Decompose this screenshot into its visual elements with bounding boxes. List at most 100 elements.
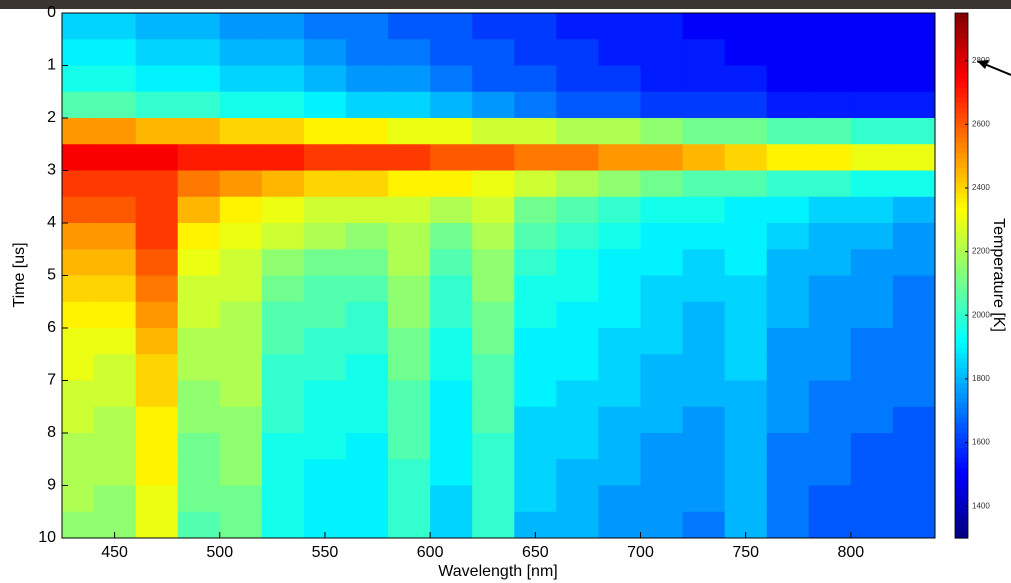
heatmap-cell	[135, 196, 179, 224]
heatmap-cell	[388, 144, 431, 171]
heatmap-cell	[892, 91, 935, 119]
heatmap-cell	[850, 91, 894, 119]
heatmap-cell	[261, 275, 305, 303]
colorbar-step	[955, 338, 968, 344]
colorbar: 1400 1600 1800 2000 2200 2400 2600 2800	[954, 12, 990, 539]
heatmap-cell	[556, 485, 599, 513]
heatmap-cell	[682, 328, 726, 355]
colorbar-step	[955, 328, 968, 334]
colorbar-step	[955, 293, 968, 299]
colorbar-step	[955, 13, 968, 19]
heatmap-cell	[766, 380, 810, 408]
y-tick-label: 10	[38, 529, 56, 546]
heatmap-cell	[388, 13, 431, 40]
colorbar-step	[955, 458, 968, 464]
heatmap-cell	[640, 91, 684, 119]
heatmap-cell	[682, 170, 726, 198]
heatmap-cell	[850, 485, 894, 513]
heatmap-cell	[724, 170, 768, 198]
heatmap-cell	[472, 170, 515, 198]
heatmap-cell	[514, 144, 557, 171]
heatmap-cell	[892, 249, 935, 276]
heatmap-cell	[93, 65, 137, 93]
heatmap-cell	[345, 223, 389, 250]
heatmap-cell	[808, 354, 852, 381]
colorbar-tick-label: 2200	[972, 247, 990, 256]
heatmap-cell	[430, 39, 473, 66]
colorbar-step	[955, 273, 968, 279]
heatmap-cell	[808, 433, 852, 460]
colorbar-tick-label: 1600	[972, 438, 990, 447]
colorbar-step	[955, 348, 968, 354]
heatmap-cell	[556, 433, 599, 460]
heatmap-cell	[766, 459, 810, 486]
heatmap-cell	[93, 354, 137, 381]
heatmap-cell	[261, 223, 305, 250]
heatmap-cell	[303, 144, 347, 171]
heatmap-cell	[388, 196, 431, 224]
heatmap-cell	[682, 301, 726, 329]
colorbar-step	[955, 378, 968, 384]
colorbar-step	[955, 403, 968, 409]
heatmap-cell	[808, 301, 852, 329]
heatmap-cell	[303, 65, 347, 93]
heatmap-cell	[472, 39, 515, 66]
colorbar-step	[955, 343, 968, 349]
heatmap-cell	[219, 249, 263, 276]
heatmap-cell	[93, 406, 137, 434]
heatmap-cell	[598, 511, 641, 538]
heatmap-cell	[303, 223, 347, 250]
heatmap-cell	[850, 118, 894, 145]
heatmap-cell	[177, 91, 221, 119]
heatmap-cell	[345, 118, 389, 145]
heatmap-cell	[598, 406, 641, 434]
heatmap-cell	[682, 65, 726, 93]
heatmap-cell	[766, 511, 810, 538]
colorbar-step	[955, 318, 968, 324]
heatmap-cell	[472, 328, 515, 355]
heatmap-cell	[640, 485, 684, 513]
heatmap-cell	[261, 459, 305, 486]
heatmap-cell	[177, 65, 221, 93]
heatmap-cell	[892, 459, 935, 486]
heatmap-cell	[219, 91, 263, 119]
heatmap-cell	[62, 380, 95, 408]
heatmap-cell	[766, 301, 810, 329]
heatmap-cell	[640, 433, 684, 460]
heatmap-cell	[598, 223, 641, 250]
heatmap-cell	[472, 275, 515, 303]
heatmap-cell	[808, 13, 852, 40]
heatmap-cell	[93, 196, 137, 224]
heatmap-cell	[135, 170, 179, 198]
y-tick-label: 7	[47, 372, 56, 389]
heatmap-cell	[388, 249, 431, 276]
colorbar-step	[955, 118, 968, 124]
heatmap-cell	[514, 301, 557, 329]
heatmap-cell	[892, 433, 935, 460]
x-axis-label: Wavelength [nm]	[438, 563, 557, 580]
colorbar-step	[955, 93, 968, 99]
colorbar-step	[955, 463, 968, 469]
heatmap-cell	[850, 301, 894, 329]
heatmap-cell	[62, 354, 95, 381]
heatmap-cell	[472, 433, 515, 460]
heatmap-cell	[682, 275, 726, 303]
heatmap-cell	[766, 91, 810, 119]
x-tick-label: 700	[627, 544, 654, 561]
heatmap-cell	[261, 65, 305, 93]
heatmap-cell	[598, 354, 641, 381]
colorbar-step	[955, 373, 968, 379]
heatmap-cell	[556, 249, 599, 276]
colorbar-step	[955, 523, 968, 529]
colorbar-step	[955, 198, 968, 204]
heatmap-cell	[682, 249, 726, 276]
heatmap-cell	[345, 380, 389, 408]
colorbar-step	[955, 453, 968, 459]
heatmap-cell	[177, 459, 221, 486]
heatmap-cell	[766, 433, 810, 460]
heatmap-cell	[724, 65, 768, 93]
heatmap-cell	[472, 118, 515, 145]
heatmap-cell	[556, 13, 599, 40]
heatmap-cell	[724, 459, 768, 486]
heatmap-cell	[177, 433, 221, 460]
